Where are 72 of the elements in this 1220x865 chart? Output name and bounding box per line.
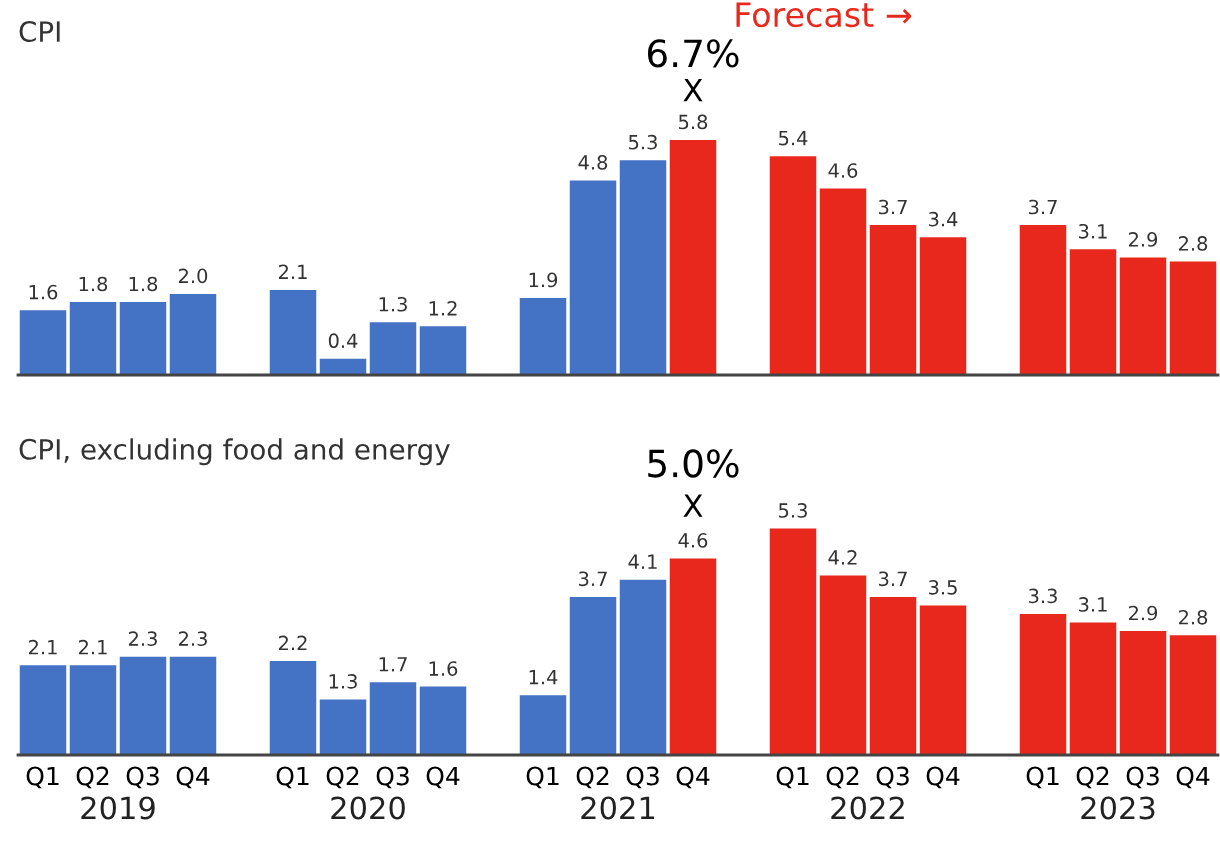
- data-label: 1.8: [79, 276, 108, 292]
- data-label: 3.4: [929, 211, 958, 227]
- text: Forecast →: [736, 2, 912, 28]
- data-label: 1.3: [379, 296, 407, 312]
- data-label: 5.3: [779, 503, 807, 518]
- data-label: 1.4: [529, 670, 558, 685]
- data-label: 2.9: [1128, 605, 1158, 621]
- text: 2023: [1081, 796, 1155, 820]
- data-label: 1.6: [429, 661, 458, 676]
- x-tick-label: Q1: [26, 766, 59, 789]
- text: 5.0%: [648, 449, 739, 478]
- data-label: 3.1: [1079, 223, 1107, 239]
- x-tick-label: Q2: [76, 766, 109, 789]
- data-label: 2.3: [128, 631, 157, 646]
- x-tick-label: Q4: [426, 766, 460, 789]
- x-tick-label: Q4: [1176, 766, 1210, 789]
- x-tick-label: Q1: [526, 766, 559, 789]
- data-label: 4.2: [828, 550, 857, 565]
- text: X: [683, 78, 703, 102]
- data-label: 0.4: [328, 333, 358, 349]
- data-label: 2.2: [278, 635, 307, 650]
- x-tick-label: Q1: [1026, 766, 1059, 789]
- data-label: 2.8: [1178, 609, 1208, 625]
- data-label: 1.7: [379, 657, 407, 672]
- x-tick-label: Q3: [876, 766, 909, 789]
- data-label: 1.6: [29, 284, 58, 300]
- data-label: 5.8: [679, 114, 708, 130]
- text: 2021: [581, 796, 655, 820]
- data-label: 3.7: [879, 571, 907, 587]
- x-tick-label: Q3: [1126, 766, 1159, 789]
- data-label: 2.9: [1128, 232, 1158, 247]
- data-label: 3.7: [879, 199, 907, 215]
- data-label: 2.1: [278, 264, 307, 279]
- data-label: 3.3: [1029, 588, 1057, 604]
- text: 6.7%: [647, 39, 739, 68]
- text: 2019: [81, 796, 155, 820]
- data-label: 1.9: [529, 272, 558, 288]
- data-label: 3.7: [579, 571, 607, 587]
- data-label: 2.3: [178, 631, 207, 646]
- x-tick-label: Q2: [576, 766, 609, 789]
- data-label: 4.6: [678, 533, 708, 548]
- data-label: 2.0: [178, 268, 208, 284]
- data-label: 3.7: [1029, 199, 1057, 215]
- x-tick-label: Q2: [826, 766, 859, 789]
- text: X: [683, 494, 703, 517]
- x-tick-label: Q2: [326, 766, 359, 789]
- data-label: 2.1: [78, 639, 107, 655]
- data-label: 1.3: [329, 674, 357, 689]
- data-label: 1.8: [129, 276, 158, 292]
- data-label: 5.4: [779, 131, 808, 146]
- x-tick-label: Q1: [776, 766, 809, 789]
- x-tick-label: Q3: [626, 766, 659, 789]
- data-label: 4.8: [578, 155, 608, 170]
- data-label: 2.1: [28, 639, 57, 655]
- chart-title: CPI: [19, 21, 60, 43]
- x-tick-label: Q4: [676, 766, 710, 789]
- x-tick-label: Q3: [376, 766, 409, 789]
- data-label: 2.8: [1178, 236, 1208, 251]
- data-label: 1.2: [429, 300, 457, 316]
- data-label: 4.6: [828, 163, 858, 178]
- data-label: 4.1: [628, 554, 657, 569]
- text: 2020: [331, 796, 405, 820]
- x-tick-label: Q3: [126, 766, 159, 789]
- chart-title: CPI, excluding food and energy: [19, 438, 450, 466]
- x-tick-label: Q2: [1076, 766, 1109, 789]
- data-label: 3.1: [1079, 597, 1107, 612]
- data-label: 5.3: [629, 134, 657, 150]
- x-tick-label: Q1: [276, 766, 309, 789]
- x-tick-label: Q4: [176, 766, 210, 789]
- text: 2022: [831, 796, 904, 820]
- x-tick-label: Q4: [926, 766, 960, 789]
- data-label: 3.5: [929, 580, 957, 595]
